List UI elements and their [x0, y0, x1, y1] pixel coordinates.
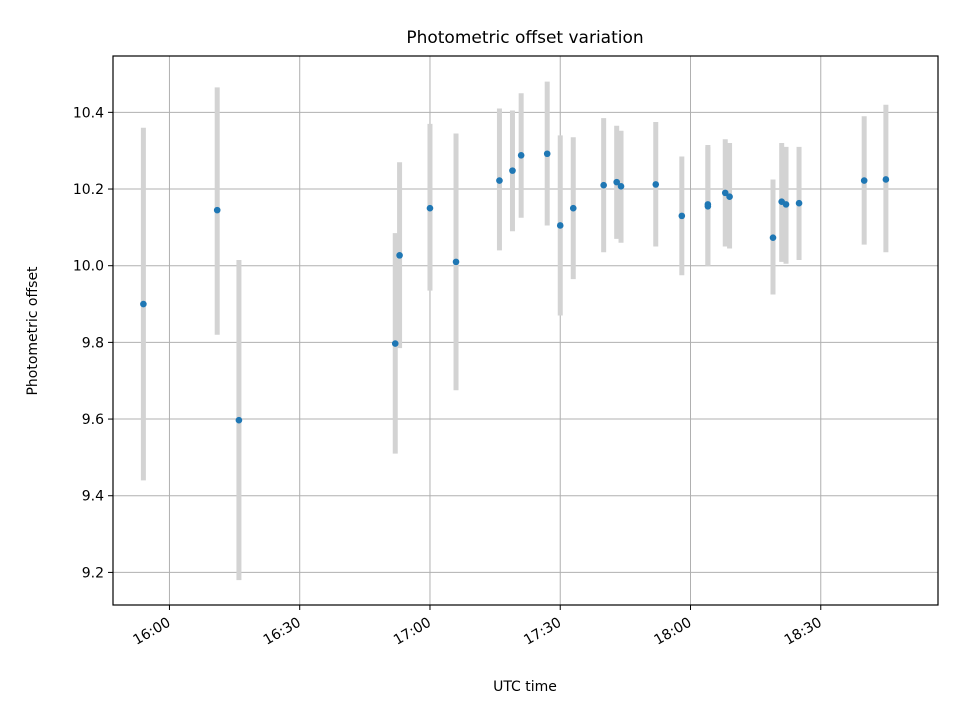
data-point — [782, 201, 790, 208]
data-point — [543, 150, 551, 158]
data-point — [213, 206, 221, 214]
data-point — [721, 189, 729, 197]
data-point — [726, 193, 733, 201]
chart-title: Photometric offset variation — [406, 28, 643, 48]
data-point — [426, 204, 434, 212]
x-tick-label: 16:30 — [261, 615, 304, 649]
data-point — [396, 252, 403, 259]
data-point — [140, 300, 147, 308]
data-point — [613, 178, 620, 186]
y-tick-label: 9.2 — [82, 565, 104, 581]
y-tick-label: 10.4 — [73, 105, 104, 121]
y-axis-label: Photometric offset — [25, 266, 41, 396]
data-point — [704, 201, 712, 208]
data-point — [600, 181, 607, 189]
x-tick-label: 17:30 — [521, 615, 564, 649]
data-point — [517, 151, 525, 159]
grid-lines — [113, 56, 938, 605]
data-point — [391, 340, 399, 347]
x-axis-ticks: 16:00 16:30 17:00 17:30 18:00 18:30 — [130, 605, 825, 649]
data-point — [678, 212, 686, 220]
y-tick-label: 9.4 — [82, 489, 104, 505]
data-point — [652, 181, 660, 188]
y-tick-label: 9.8 — [82, 335, 104, 351]
data-points — [140, 150, 890, 424]
data-point — [860, 177, 868, 184]
data-point — [769, 234, 777, 242]
data-point — [452, 258, 460, 266]
y-axis-ticks: 9.2 9.4 9.6 9.8 10.0 10.2 10.4 — [73, 105, 113, 581]
y-tick-label: 9.6 — [82, 412, 104, 428]
data-point — [509, 167, 516, 174]
data-point — [496, 177, 503, 184]
x-tick-label: 17:00 — [391, 615, 434, 649]
plot-frame — [112, 55, 939, 606]
error-bars — [140, 81, 889, 581]
data-point — [235, 416, 243, 424]
data-point — [882, 176, 890, 183]
y-tick-label: 10.2 — [73, 182, 104, 198]
data-point — [795, 199, 803, 207]
x-tick-label: 18:30 — [782, 615, 825, 649]
data-point — [569, 204, 577, 212]
x-axis-label: UTC time — [493, 679, 557, 695]
x-tick-label: 18:00 — [652, 615, 695, 649]
data-point — [556, 222, 564, 229]
x-tick-label: 16:00 — [130, 615, 173, 649]
data-point — [617, 183, 625, 190]
y-tick-label: 10.0 — [73, 259, 104, 275]
